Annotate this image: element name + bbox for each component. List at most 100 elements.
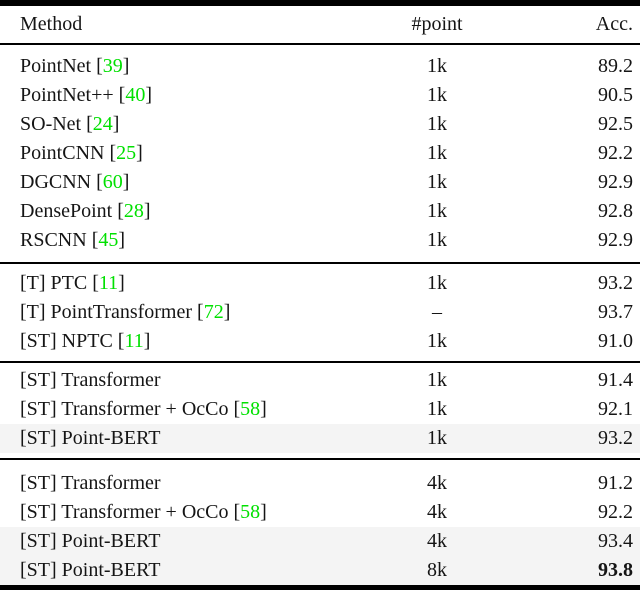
method-text: PointNet++ [	[20, 84, 126, 106]
table-row: PointNet [39] 1k 89.2	[0, 52, 640, 81]
citation-link[interactable]: 11	[124, 330, 144, 352]
table-row: [ST] NPTC [11] 1k 91.0	[0, 327, 640, 356]
citation-bracket-close: ]	[260, 501, 267, 523]
method-cell: DensePoint [28]	[0, 197, 362, 226]
citation-link[interactable]: 11	[98, 272, 119, 294]
method-text: PointNet [	[20, 55, 103, 77]
citation-link[interactable]: 72	[203, 301, 224, 323]
citation-link[interactable]: 45	[98, 229, 119, 251]
method-text: RSCNN [	[20, 229, 99, 251]
citation-link[interactable]: 28	[123, 200, 144, 222]
section-transformers: [T] PTC [11] 1k 93.2 [T] PointTransforme…	[0, 262, 640, 361]
column-header-method: Method	[20, 13, 83, 35]
citation-bracket-close: ]	[260, 398, 267, 420]
accuracy-cell: 89.2	[598, 55, 633, 77]
method-cell: [T] PTC [11]	[0, 269, 362, 298]
table-toprule	[0, 0, 640, 6]
citation-bracket-close: ]	[143, 330, 151, 352]
table-row: [ST] Transformer 1k 91.4	[0, 366, 640, 395]
citation-bracket-close: ]	[118, 272, 125, 294]
table-row: PointNet++ [40] 1k 90.5	[0, 81, 640, 110]
method-cell: [ST] Point-BERT	[0, 556, 362, 585]
method-cell: PointNet [39]	[0, 52, 362, 81]
table-row: RSCNN [45] 1k 92.9	[0, 226, 640, 255]
table-row: [T] PointTransformer [72] – 93.7	[0, 298, 640, 327]
points-cell: 1k	[427, 171, 447, 193]
table-row-highlighted: [ST] Point-BERT 1k 93.2	[0, 424, 640, 453]
citation-bracket-close: ]	[122, 55, 130, 77]
accuracy-cell-best: 93.8	[598, 559, 633, 581]
method-text: [ST] Transformer	[20, 369, 161, 391]
citation-bracket-close: ]	[112, 113, 120, 135]
citation-bracket-close: ]	[118, 229, 126, 251]
column-header-points: #point	[411, 13, 463, 35]
method-text: [ST] Point-BERT	[20, 559, 161, 581]
table-row: [ST] Transformer 4k 91.2	[0, 469, 640, 498]
table-row: DensePoint [28] 1k 92.8	[0, 197, 640, 226]
points-cell: 1k	[427, 55, 447, 77]
method-text: [ST] NPTC [	[20, 330, 125, 352]
method-cell: PointNet++ [40]	[0, 81, 362, 110]
accuracy-cell: 92.8	[598, 200, 633, 222]
section-baselines: PointNet [39] 1k 89.2 PointNet++ [40] 1k…	[0, 45, 640, 262]
accuracy-cell: 90.5	[598, 84, 633, 106]
points-cell: –	[432, 301, 442, 323]
points-cell: 1k	[427, 272, 447, 294]
method-cell: [ST] Transformer	[0, 366, 362, 395]
method-text: [T] PointTransformer [	[20, 301, 204, 323]
points-cell: 1k	[427, 113, 447, 135]
method-text: PointCNN [	[20, 142, 117, 164]
method-cell: [ST] Transformer + OcCo [58]	[0, 395, 362, 424]
citation-link[interactable]: 25	[116, 142, 137, 164]
method-cell: DGCNN [60]	[0, 168, 362, 197]
method-text: [ST] Transformer	[20, 472, 161, 494]
method-cell: [ST] Transformer	[0, 469, 362, 498]
citation-link[interactable]: 58	[240, 398, 261, 420]
method-text: [T] PTC [	[20, 272, 99, 294]
table-row-highlighted: [ST] Point-BERT 4k 93.4	[0, 527, 640, 556]
points-cell: 4k	[427, 472, 447, 494]
column-header-acc: Acc.	[595, 13, 633, 35]
points-cell: 8k	[427, 559, 447, 581]
method-text: [ST] Transformer + OcCo [	[20, 501, 241, 523]
accuracy-cell: 92.2	[598, 142, 633, 164]
points-cell: 1k	[427, 84, 447, 106]
points-cell: 1k	[427, 369, 447, 391]
citation-link[interactable]: 60	[102, 171, 123, 193]
method-cell: PointCNN [25]	[0, 139, 362, 168]
method-cell: SO-Net [24]	[0, 110, 362, 139]
table-row: DGCNN [60] 1k 92.9	[0, 168, 640, 197]
accuracy-cell: 92.9	[598, 171, 633, 193]
table-bottomrule	[0, 585, 640, 590]
citation-link[interactable]: 40	[125, 84, 146, 106]
points-cell: 1k	[427, 200, 447, 222]
method-cell: [T] PointTransformer [72]	[0, 298, 362, 327]
method-cell: [ST] NPTC [11]	[0, 327, 362, 356]
accuracy-cell: 92.5	[598, 113, 633, 135]
method-cell: [ST] Point-BERT	[0, 424, 362, 453]
points-cell: 1k	[427, 142, 447, 164]
citation-link[interactable]: 39	[102, 55, 123, 77]
accuracy-cell: 92.1	[598, 398, 633, 420]
method-text: DGCNN [	[20, 171, 103, 193]
points-cell: 1k	[427, 330, 447, 352]
accuracy-cell: 91.4	[598, 369, 633, 391]
citation-bracket-close: ]	[145, 84, 153, 106]
accuracy-cell: 92.9	[598, 229, 633, 251]
accuracy-cell: 92.2	[598, 501, 633, 523]
points-cell: 1k	[427, 398, 447, 420]
table-row-highlighted: [ST] Point-BERT 8k 93.8	[0, 556, 640, 585]
accuracy-cell: 93.7	[598, 301, 633, 323]
table-row: SO-Net [24] 1k 92.5	[0, 110, 640, 139]
citation-bracket-close: ]	[122, 171, 130, 193]
citation-link[interactable]: 58	[240, 501, 261, 523]
method-text: [ST] Point-BERT	[20, 427, 161, 449]
accuracy-cell: 93.2	[598, 272, 633, 294]
accuracy-cell: 91.0	[598, 330, 633, 352]
points-cell: 1k	[427, 427, 447, 449]
citation-link[interactable]: 24	[92, 113, 113, 135]
accuracy-cell: 93.2	[598, 427, 633, 449]
table-row: [T] PTC [11] 1k 93.2	[0, 269, 640, 298]
points-cell: 1k	[427, 229, 447, 251]
